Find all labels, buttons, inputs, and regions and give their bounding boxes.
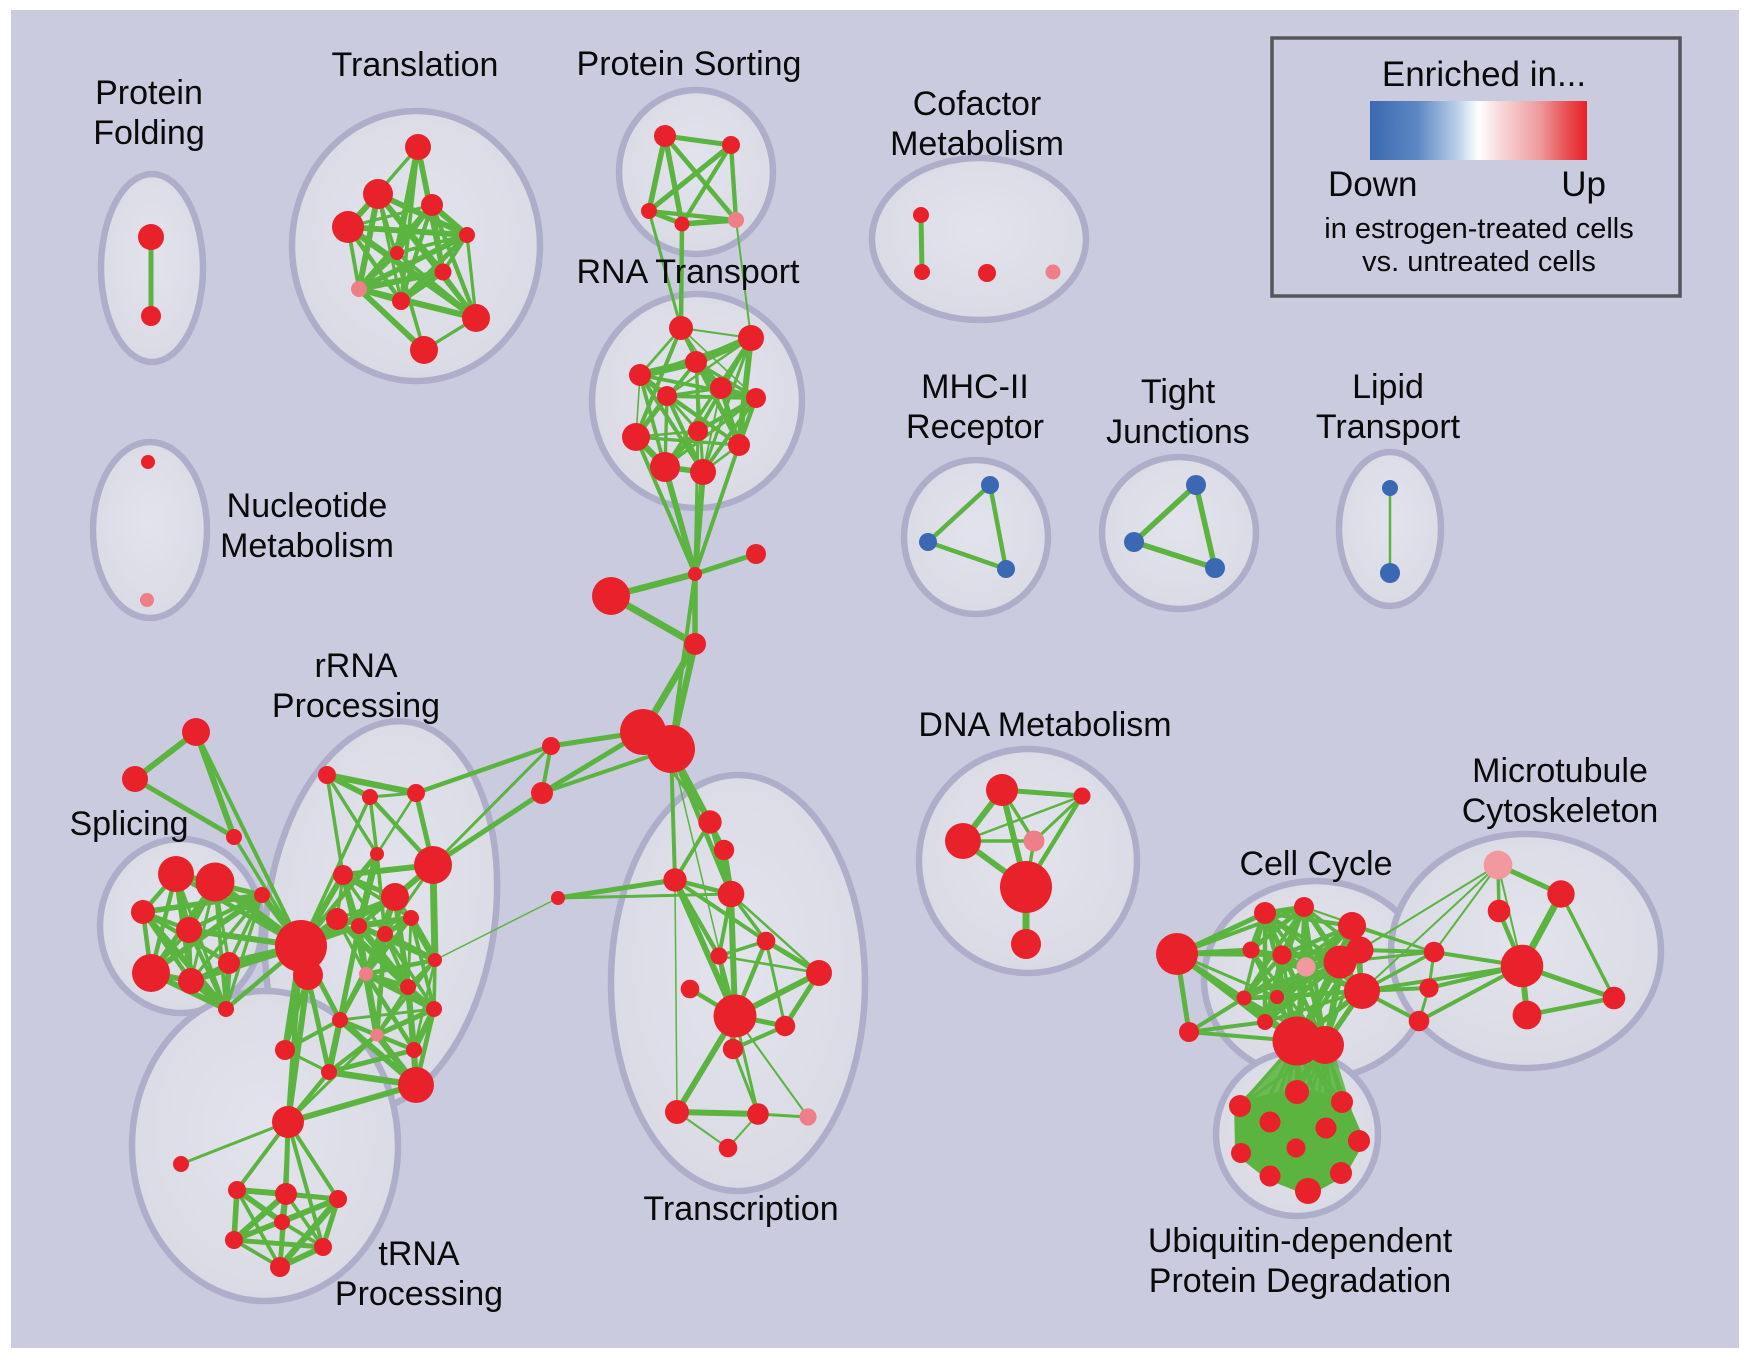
svg-text:Lipid: Lipid [1352,368,1424,406]
svg-text:Splicing: Splicing [69,805,188,843]
svg-text:vs. untreated cells: vs. untreated cells [1362,246,1596,278]
svg-text:Nucleotide: Nucleotide [227,487,388,525]
svg-text:Receptor: Receptor [906,408,1044,446]
svg-text:Tight: Tight [1141,373,1216,411]
svg-text:Metabolism: Metabolism [890,125,1064,163]
svg-text:rRNA: rRNA [314,647,397,685]
svg-text:Transcription: Transcription [643,1190,838,1228]
svg-text:Ubiquitin-dependent: Ubiquitin-dependent [1148,1222,1453,1260]
svg-text:Folding: Folding [93,114,205,152]
svg-text:Protein Degradation: Protein Degradation [1149,1262,1451,1300]
svg-text:Cytoskeleton: Cytoskeleton [1462,792,1659,830]
svg-text:RNA Transport: RNA Transport [577,253,801,291]
svg-text:Junctions: Junctions [1106,413,1250,451]
svg-text:in estrogen-treated cells: in estrogen-treated cells [1324,213,1634,245]
svg-text:Processing: Processing [272,687,440,725]
svg-text:Cofactor: Cofactor [913,85,1042,123]
svg-text:Processing: Processing [335,1275,503,1313]
svg-text:Cell Cycle: Cell Cycle [1239,845,1392,883]
svg-text:Transport: Transport [1316,408,1461,446]
svg-text:Translation: Translation [332,46,499,84]
svg-text:Microtubule: Microtubule [1472,752,1648,790]
svg-text:Down: Down [1328,165,1417,204]
svg-text:tRNA: tRNA [378,1235,460,1273]
svg-text:DNA Metabolism: DNA Metabolism [918,706,1171,744]
svg-text:Enriched in...: Enriched in... [1382,55,1586,94]
svg-text:Metabolism: Metabolism [220,527,394,565]
svg-text:MHC-II: MHC-II [921,368,1029,406]
svg-text:Protein Sorting: Protein Sorting [577,45,802,83]
svg-text:Up: Up [1561,165,1606,204]
svg-text:Protein: Protein [95,74,203,112]
